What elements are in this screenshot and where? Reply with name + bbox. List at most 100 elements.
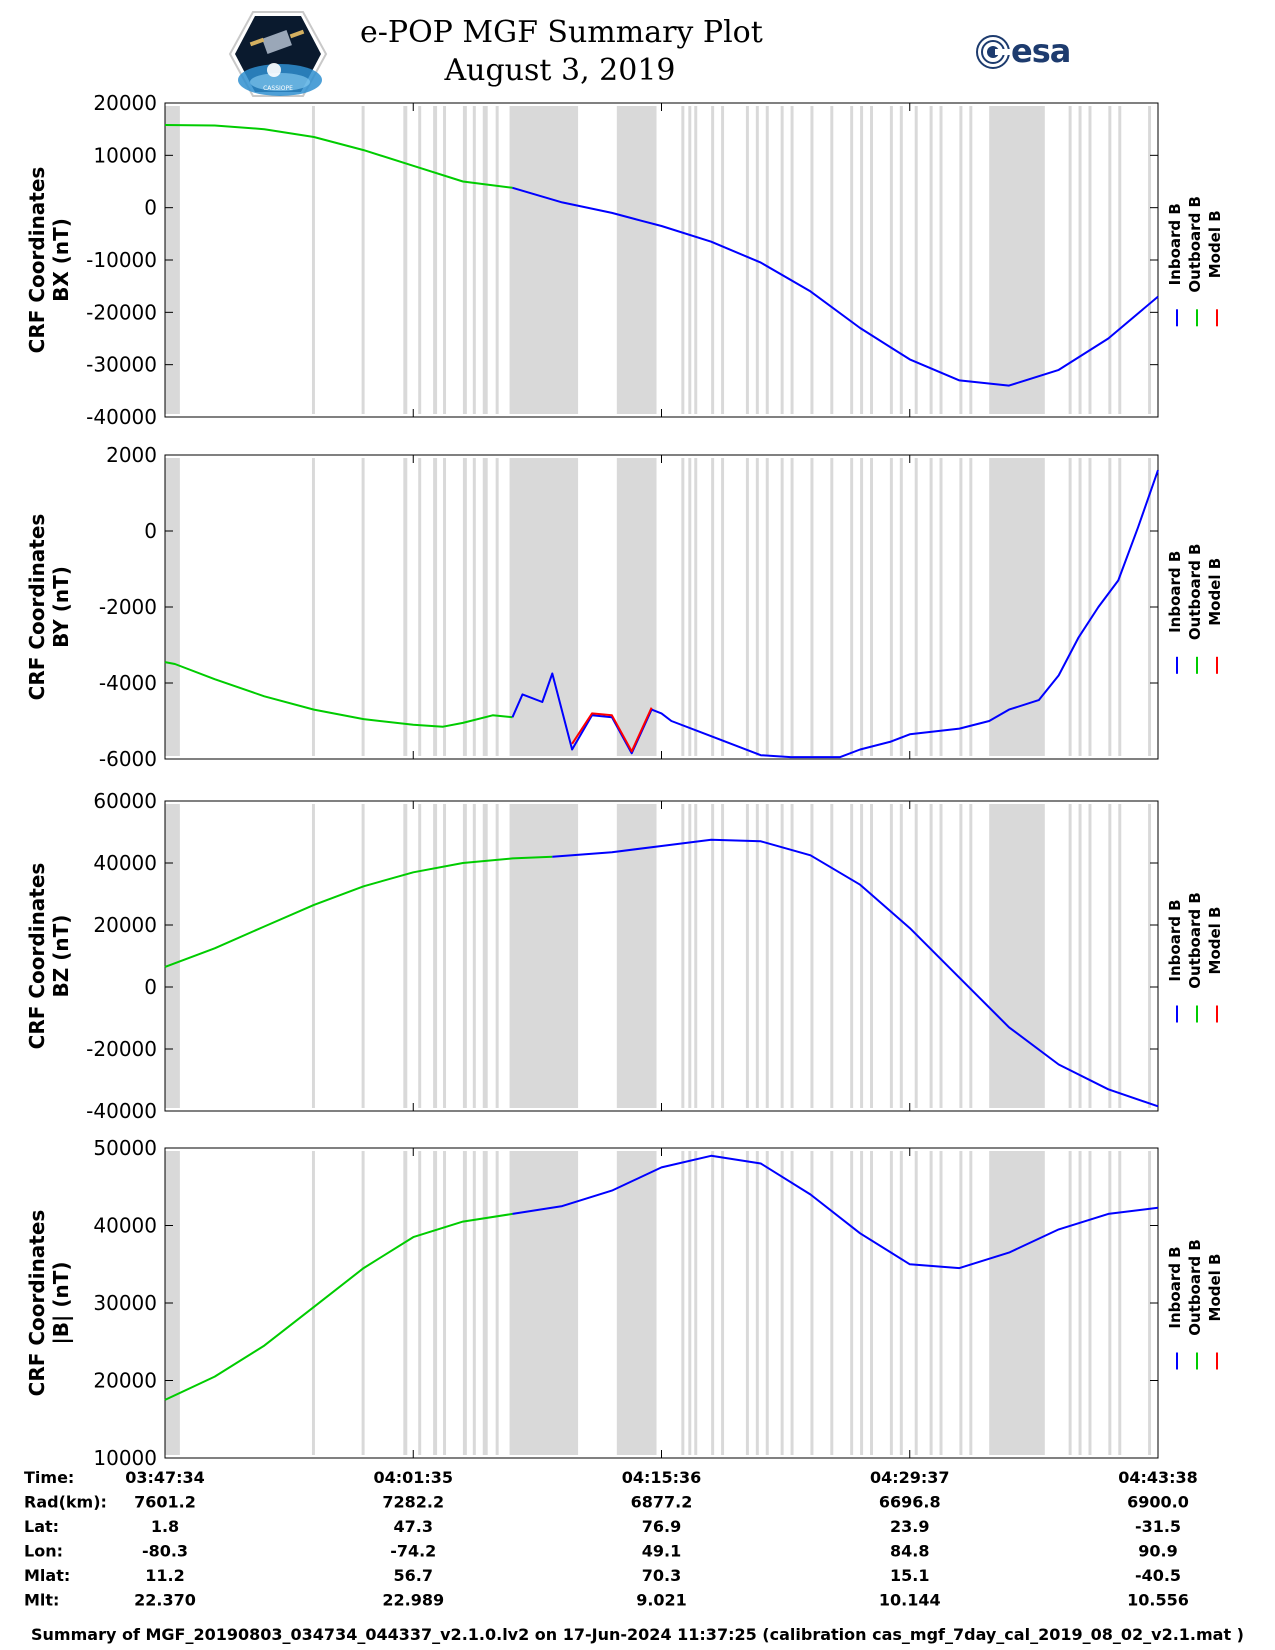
- gap-band-2-5: [418, 458, 422, 756]
- ytick-label-3-4: 0: [144, 975, 157, 999]
- series-line-2-outboard-b: [164, 661, 513, 728]
- gap-band-2-22: [780, 458, 784, 756]
- gap-band-3-22: [780, 804, 784, 1108]
- cassiope-logo-text: CASSIOPE: [263, 85, 293, 92]
- gap-band-2-38: [1078, 458, 1082, 756]
- esa-logo: esa: [975, 30, 1095, 74]
- info-value-1-2: 04:01:35: [373, 1468, 453, 1487]
- gap-band-3-4: [403, 804, 408, 1108]
- gap-band-3-29: [889, 804, 893, 1108]
- gap-band-4-13: [616, 1151, 657, 1455]
- gap-band-3-37: [1068, 804, 1072, 1108]
- ytick-label-4-3: 30000: [93, 1291, 157, 1315]
- gap-band-3-8: [462, 804, 467, 1108]
- gap-band-1-27: [860, 106, 864, 414]
- gap-band-2-9: [472, 458, 476, 756]
- gap-band-3-14: [681, 804, 685, 1108]
- gap-band-3-19: [745, 804, 749, 1108]
- gap-band-2-40: [1108, 458, 1112, 756]
- gap-band-2-15: [688, 458, 692, 756]
- gap-band-3-13: [616, 804, 657, 1108]
- info-value-5-1: 11.2: [145, 1566, 184, 1585]
- gap-band-2-2: [311, 458, 315, 756]
- gap-band-3-15: [688, 804, 692, 1108]
- info-value-4-4: 84.8: [890, 1542, 929, 1561]
- gap-band-1-17: [711, 106, 715, 414]
- gap-band-2-20: [755, 458, 759, 756]
- info-value-5-2: 56.7: [394, 1566, 433, 1585]
- gap-band-3-5: [418, 804, 422, 1108]
- legend-label-1-2: Outboard B: [1186, 196, 1204, 293]
- esa-logo-text: esa: [1011, 32, 1071, 70]
- info-row-label-5: Mlat:: [24, 1566, 70, 1585]
- info-value-3-3: 76.9: [642, 1517, 681, 1536]
- ylabel-4-line-2: |B| (nT): [49, 1262, 73, 1345]
- gap-band-2-4: [403, 458, 408, 756]
- gap-band-1-15: [688, 106, 692, 414]
- ylabel-3-line-2: BZ (nT): [49, 915, 73, 998]
- series-line-1-outboard-b: [164, 124, 513, 189]
- ytick-label-2-2: 0: [144, 519, 157, 543]
- ytick-label-1-3: 0: [144, 196, 157, 220]
- info-value-4-1: -80.3: [142, 1542, 188, 1561]
- gap-band-4-7: [443, 1151, 447, 1455]
- gap-band-2-17: [711, 458, 715, 756]
- gap-band-1-32: [929, 106, 933, 414]
- gap-band-2-28: [870, 458, 874, 756]
- gap-band-2-8: [462, 458, 467, 756]
- ytick-label-1-5: -20000: [86, 300, 157, 324]
- info-value-2-2: 7282.2: [382, 1493, 444, 1512]
- ylabel-1-line-2: BX (nT): [49, 218, 73, 302]
- gap-band-2-37: [1068, 458, 1072, 756]
- info-value-1-1: 03:47:34: [125, 1468, 205, 1487]
- legend-label-4-3: Model B: [1206, 1254, 1224, 1322]
- gap-band-1-16: [694, 106, 698, 414]
- gap-band-2-39: [1088, 458, 1092, 756]
- gap-band-1-12: [509, 106, 579, 414]
- gap-band-4-10: [482, 1151, 488, 1455]
- gap-band-2-19: [745, 458, 749, 756]
- gap-band-2-25: [830, 458, 834, 756]
- gap-band-2-31: [914, 458, 918, 756]
- gap-band-4-21: [765, 1151, 769, 1455]
- info-value-5-3: 70.3: [642, 1566, 681, 1585]
- gap-band-3-25: [830, 804, 834, 1108]
- gap-band-1-11: [495, 106, 499, 414]
- gap-band-3-31: [914, 804, 918, 1108]
- ytick-label-4-5: 10000: [93, 1446, 157, 1470]
- gap-band-2-6: [433, 458, 438, 756]
- gap-band-3-28: [870, 804, 874, 1108]
- gap-band-2-36: [989, 458, 1045, 756]
- gap-band-1-28: [870, 106, 874, 414]
- gap-band-2-29: [889, 458, 893, 756]
- gap-band-3-16: [694, 804, 698, 1108]
- gap-band-3-33: [939, 804, 943, 1108]
- gap-band-1-33: [939, 106, 943, 414]
- gap-band-4-37: [1068, 1151, 1072, 1455]
- gap-band-4-32: [929, 1151, 933, 1455]
- ylabel-2-line-2: BY (nT): [49, 566, 73, 648]
- footer-caption: Summary of MGF_20190803_034734_044337_v2…: [31, 1625, 1244, 1644]
- info-row-label-6: Mlt:: [24, 1591, 59, 1610]
- gap-band-1-39: [1088, 106, 1092, 414]
- title-line-2: August 3, 2019: [444, 53, 676, 88]
- gap-band-1-20: [755, 106, 759, 414]
- ytick-label-2-1: 2000: [106, 443, 157, 467]
- gap-band-4-15: [688, 1151, 692, 1455]
- gap-band-1-4: [403, 106, 408, 414]
- gap-band-2-27: [860, 458, 864, 756]
- gap-band-3-35: [969, 804, 973, 1108]
- series-line-2-model-b: [571, 707, 653, 753]
- info-value-3-4: 23.9: [890, 1517, 929, 1536]
- ytick-label-3-6: -40000: [86, 1099, 157, 1123]
- gap-band-3-40: [1108, 804, 1112, 1108]
- gap-band-1-6: [433, 106, 438, 414]
- info-value-3-5: -31.5: [1135, 1517, 1181, 1536]
- gap-band-4-8: [462, 1151, 467, 1455]
- gap-band-3-42: [1148, 804, 1152, 1108]
- title-line-1: e-POP MGF Summary Plot: [360, 15, 763, 50]
- gap-band-1-5: [418, 106, 422, 414]
- gap-band-4-12: [509, 1151, 579, 1455]
- ytick-label-3-2: 40000: [93, 851, 157, 875]
